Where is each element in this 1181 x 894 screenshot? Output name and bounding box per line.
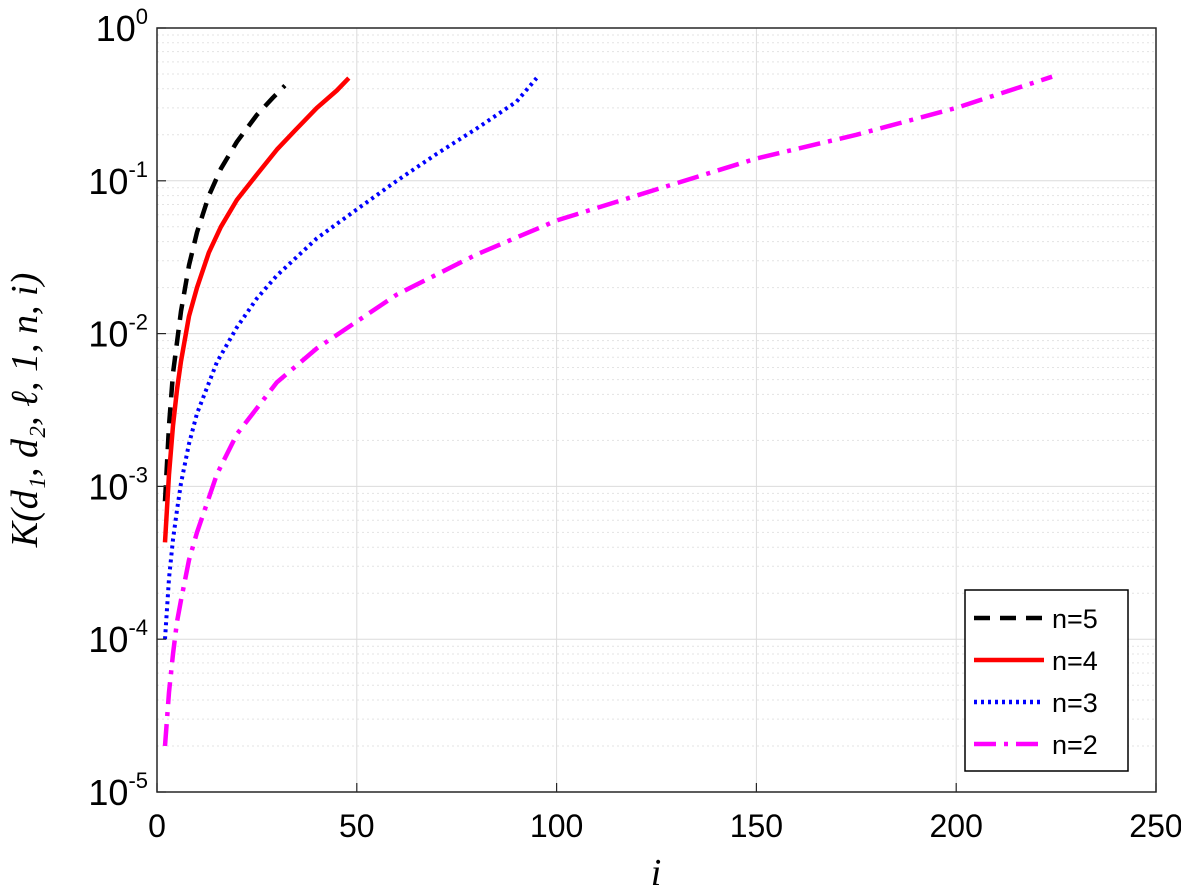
y-tick-base: 10 [96,8,136,49]
legend-label: n=4 [1052,646,1098,676]
x-tick-label: 0 [148,808,166,844]
x-tick-label: 250 [1129,808,1181,844]
y-tick-label: 10-1 [88,157,148,202]
legend-box [964,589,1129,772]
legend-label: n=3 [1052,688,1098,718]
y-tick-exponent: -5 [128,768,148,793]
legend: n=5 n=4 n=3 n=2 [964,589,1129,772]
y-tick-base: 10 [88,466,128,507]
y-tick-exponent: -4 [128,615,148,640]
y-tick-label: 10-3 [88,462,148,507]
legend-label: n=5 [1052,604,1098,634]
x-axis-ticks: 0 50 100 150 200 250 [148,783,1181,844]
y-axis-label: Κ(d₁, d₂, ℓ, 1, n, i) [4,273,46,548]
y-tick-label: 10-2 [88,310,148,355]
x-axis-label: i [651,852,662,894]
x-tick-label: 150 [730,808,783,844]
series-layer [162,74,1053,747]
y-tick-label: 10-4 [88,615,148,660]
y-tick-exponent: 0 [136,4,148,29]
series-line-n=4 [162,76,351,543]
series-line-n=2 [162,74,1053,747]
x-tick-label: 200 [930,808,983,844]
y-tick-exponent: -2 [128,310,148,335]
series-line-n=5 [162,84,287,502]
y-tick-label: 100 [96,4,148,49]
plot-frame [156,27,1157,793]
y-tick-base: 10 [88,772,128,813]
y-tick-base: 10 [88,161,128,202]
y-tick-base: 10 [88,619,128,660]
y-tick-exponent: -1 [128,157,148,182]
y-tick-exponent: -3 [128,462,148,487]
y-tick-base: 10 [88,314,128,355]
legend-label: n=2 [1052,730,1098,760]
x-tick-label: 100 [530,808,583,844]
y-tick-label: 10-5 [88,768,148,813]
x-tick-label: 50 [339,808,375,844]
minor-grid [157,34,1156,747]
